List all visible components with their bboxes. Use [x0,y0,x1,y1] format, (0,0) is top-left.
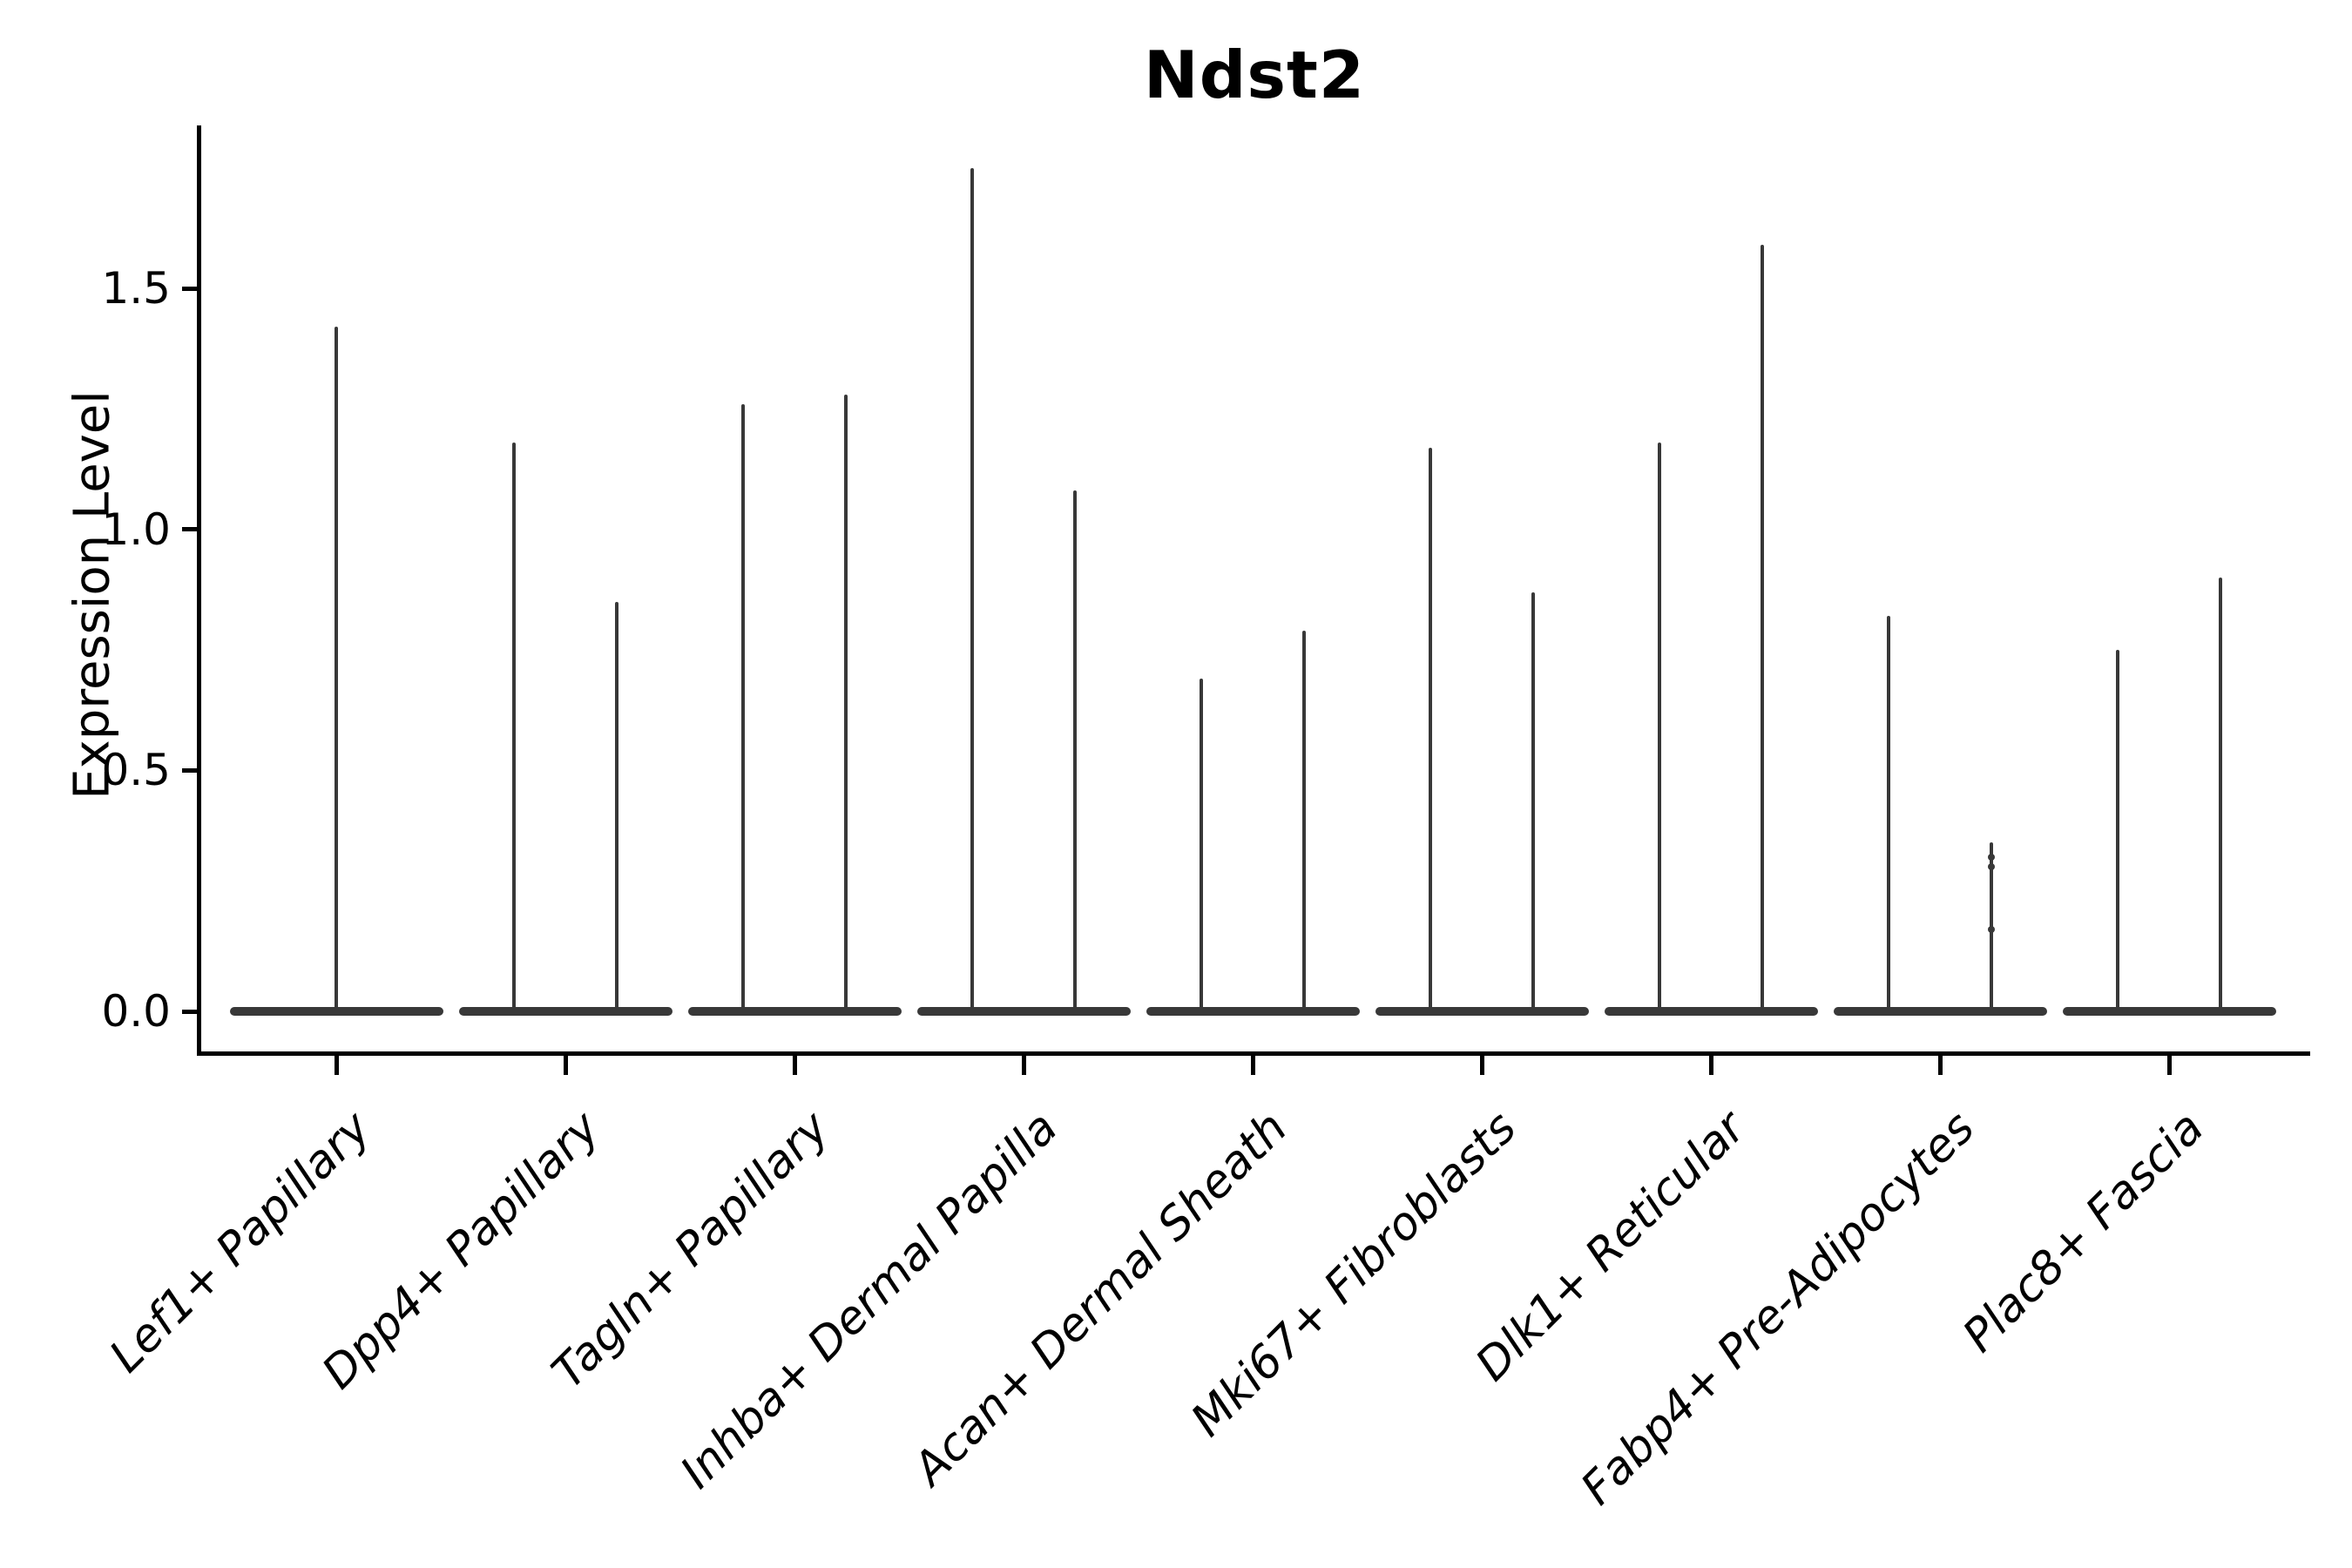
x-axis-spine [197,1051,2310,1056]
y-tick-mark [182,527,197,532]
x-tick-mark [792,1056,797,1075]
x-tick-mark [563,1056,568,1075]
x-tick-mark [1479,1056,1484,1075]
violin-spike [1073,490,1077,1012]
violin-spike [1200,679,1203,1012]
x-tick-mark [1250,1056,1255,1075]
violin-spike [615,601,618,1012]
y-tick-mark [182,286,197,291]
violin-dot [1988,853,1995,861]
y-tick-label: 0.0 [101,986,171,1037]
violin-base [1375,1007,1589,1016]
violin-spike [335,327,338,1012]
violin-spike [970,167,974,1012]
x-tick-mark [1708,1056,1713,1075]
y-tick-label: 0.5 [101,745,171,796]
x-tick-mark [1021,1056,1026,1075]
violin-spike [1761,245,1764,1012]
violin-base [1833,1007,2047,1016]
violin-spike [1887,616,1890,1012]
x-axis-tick-label: Inhba+ Dermal Papilla [671,1101,1069,1499]
violin-spike [2116,650,2119,1012]
violin-dot [1988,925,1995,933]
x-axis-tick-label: Plac8+ Fascia [1952,1101,2214,1363]
violin-dot [1988,863,1995,870]
violin-spike [741,403,745,1012]
x-axis-tick-label: Acan+ Dermal Sheath [903,1101,1298,1496]
violin-base [916,1007,1131,1016]
x-tick-mark [334,1056,339,1075]
violin-base [458,1007,672,1016]
violin-spike [1429,447,1432,1012]
x-axis-tick-label: Fabp4+ Pre-Adipocytes [1571,1101,1985,1516]
y-tick-mark [182,767,197,773]
violin-spike [1658,443,1661,1012]
y-axis-spine [197,125,201,1056]
violin-base [687,1007,902,1016]
chart-title: Ndst2 [1143,37,1366,113]
x-tick-mark [2166,1056,2172,1075]
y-tick-label: 1.5 [101,263,171,314]
y-tick-mark [182,1009,197,1014]
violin-base [1146,1007,1360,1016]
y-tick-label: 1.0 [101,504,171,555]
violin-base [1604,1007,1818,1016]
violin-spike [1302,630,1306,1012]
violin-spike [2219,578,2222,1012]
x-tick-mark [1937,1056,1943,1075]
violin-spike [1531,591,1535,1012]
violin-spike [512,443,516,1012]
violin-spike [844,394,848,1012]
violin-base [2062,1007,2276,1016]
